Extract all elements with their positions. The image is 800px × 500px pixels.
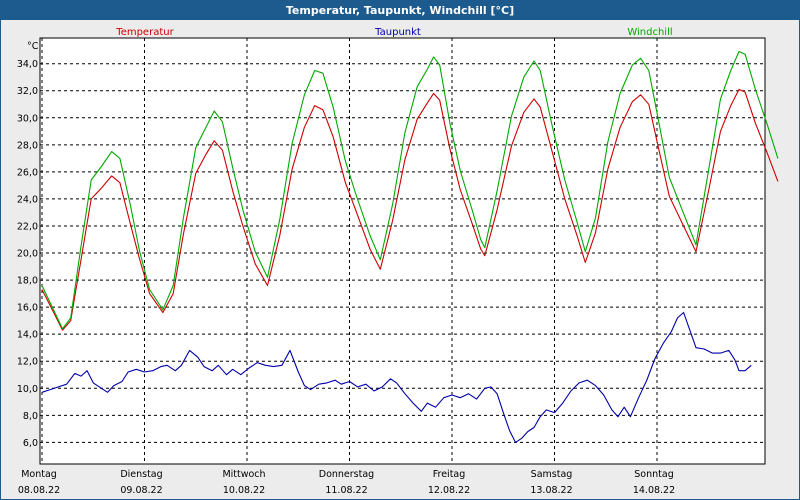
plot-area: [39, 37, 766, 465]
y-tick-label: 20,0: [17, 249, 38, 260]
y-axis-label: °C: [27, 41, 39, 52]
y-tick-label: 12,0: [17, 357, 38, 368]
x-tick-label: Samstag 13.08.22: [530, 469, 572, 496]
y-tick-label: 14,0: [17, 330, 38, 341]
y-tick-label: 26,0: [17, 167, 38, 178]
legend-item: Windchill: [627, 27, 672, 38]
x-tick-label: Donnerstag 11.08.22: [319, 469, 374, 496]
x-tick-label: Sonntag 14.08.22: [633, 469, 675, 496]
y-tick-label: 16,0: [17, 303, 38, 314]
series-lines: [41, 50, 779, 443]
x-tick-day: Samstag: [531, 469, 573, 480]
y-axis-ticks: 6,0 8,0 10,0 12,0 14,0 16,0 18,0 20,0 22,0 24,0 26…: [17, 59, 38, 449]
y-tick-label: 34,0: [17, 59, 38, 70]
series-line-temperatur: [41, 88, 779, 331]
x-tick-date: 08.08.22: [18, 485, 60, 496]
x-tick-label: Montag 08.08.22: [18, 469, 60, 496]
x-tick-date: 09.08.22: [120, 485, 162, 496]
x-tick-date: 12.08.22: [428, 485, 470, 496]
y-tick-label: 22,0: [17, 221, 38, 232]
x-tick-day: Dienstag: [120, 469, 162, 480]
x-tick-date: 14.08.22: [633, 485, 675, 496]
x-tick-date: 11.08.22: [325, 485, 367, 496]
x-tick-date: 10.08.22: [223, 485, 265, 496]
y-tick-label: 10,0: [17, 384, 38, 395]
x-tick-day: Donnerstag: [319, 469, 374, 480]
legend: Temperatur Taupunkt Windchill: [115, 27, 672, 38]
y-tick-label: 18,0: [17, 276, 38, 287]
y-tick-label: 32,0: [17, 86, 38, 97]
y-tick-label: 6,0: [23, 438, 38, 449]
y-tick-label: 28,0: [17, 140, 38, 151]
x-tick-label: Freitag 12.08.22: [428, 469, 470, 496]
x-tick-day: Mittwoch: [222, 469, 265, 480]
y-tick-label: 24,0: [17, 194, 38, 205]
y-tick-label: 30,0: [17, 113, 38, 124]
legend-item: Temperatur: [115, 27, 174, 38]
y-tick-label: 8,0: [23, 411, 38, 422]
x-tick-day: Sonntag: [634, 469, 673, 480]
x-tick-day: Montag: [21, 469, 57, 480]
x-tick-label: Dienstag 09.08.22: [120, 469, 162, 496]
x-axis-ticks: Montag 08.08.22 Dienstag 09.08.22 Mittwoch 10…: [18, 469, 675, 496]
series-line-taupunkt: [41, 311, 752, 443]
legend-item: Taupunkt: [374, 27, 421, 38]
series-line-windchill: [41, 50, 779, 330]
x-tick-date: 13.08.22: [530, 485, 572, 496]
chart-title: Temperatur, Taupunkt, Windchill [°C]: [1, 1, 799, 20]
x-tick-day: Freitag: [433, 469, 466, 480]
x-tick-label: Mittwoch 10.08.22: [222, 469, 265, 496]
